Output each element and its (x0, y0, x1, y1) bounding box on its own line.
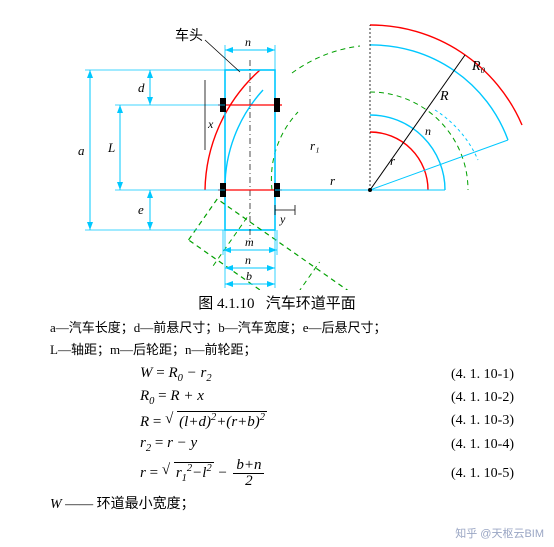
svg-text:r₁: r₁ (310, 138, 320, 153)
figure-number: 图 4.1.10 (198, 296, 254, 312)
svg-text:b: b (246, 269, 252, 283)
footnote-text: 环道最小宽度； (97, 497, 195, 512)
equation-5: r = r12−l2 − b+n2 (4. 1. 10-5) (30, 458, 524, 489)
equation-3: R = (l+d)2+(r+b)2 (4. 1. 10-3) (30, 411, 524, 431)
equation-5-number: (4. 1. 10-5) (451, 466, 514, 482)
svg-text:n: n (245, 253, 251, 267)
equation-1: W = R0 − r2 (4. 1. 10-1) (30, 365, 524, 384)
symbol-legend: a—汽车长度；d—前悬尺寸；b—汽车宽度；e—后悬尺寸； L—轴距；m—后轮距；… (50, 317, 524, 361)
equation-block: W = R0 − r2 (4. 1. 10-1) R0 = R + x (4. … (30, 365, 524, 489)
equation-4-number: (4. 1. 10-4) (451, 437, 514, 453)
legend-line-1: a—汽车长度；d—前悬尺寸；b—汽车宽度；e—后悬尺寸； (50, 317, 524, 339)
equation-2-number: (4. 1. 10-2) (451, 390, 514, 406)
svg-text:y: y (279, 212, 286, 226)
svg-text:R: R (439, 89, 449, 104)
equation-4: r2 = r − y (4. 1. 10-4) (30, 435, 524, 454)
equation-2: R0 = R + x (4. 1. 10-2) (30, 388, 524, 407)
svg-text:r: r (390, 153, 396, 168)
diagram-svg: r y a L d (30, 10, 524, 290)
watermark: 知乎 @天枢云BIM (455, 525, 544, 541)
svg-text:n: n (425, 124, 431, 138)
svg-text:r: r (330, 173, 336, 188)
equation-3-number: (4. 1. 10-3) (451, 413, 514, 429)
svg-text:x: x (207, 117, 214, 131)
svg-text:n: n (245, 35, 251, 49)
svg-text:L: L (107, 140, 115, 155)
turning-ring-diagram: r y a L d (30, 10, 524, 290)
svg-text:m: m (245, 235, 254, 249)
svg-text:e: e (138, 202, 144, 217)
figure-caption: 图 4.1.10 汽车环道平面 (30, 292, 524, 313)
equation-1-number: (4. 1. 10-1) (451, 367, 514, 383)
legend-line-2: L—轴距；m—后轮距；n—前轮距； (50, 339, 524, 361)
svg-text:车头: 车头 (175, 27, 203, 44)
footnote-W: W —— 环道最小宽度； (50, 493, 524, 513)
svg-text:d: d (138, 80, 145, 95)
figure-title: 汽车环道平面 (266, 296, 356, 312)
svg-text:R₀: R₀ (471, 59, 486, 74)
svg-text:a: a (78, 143, 85, 158)
